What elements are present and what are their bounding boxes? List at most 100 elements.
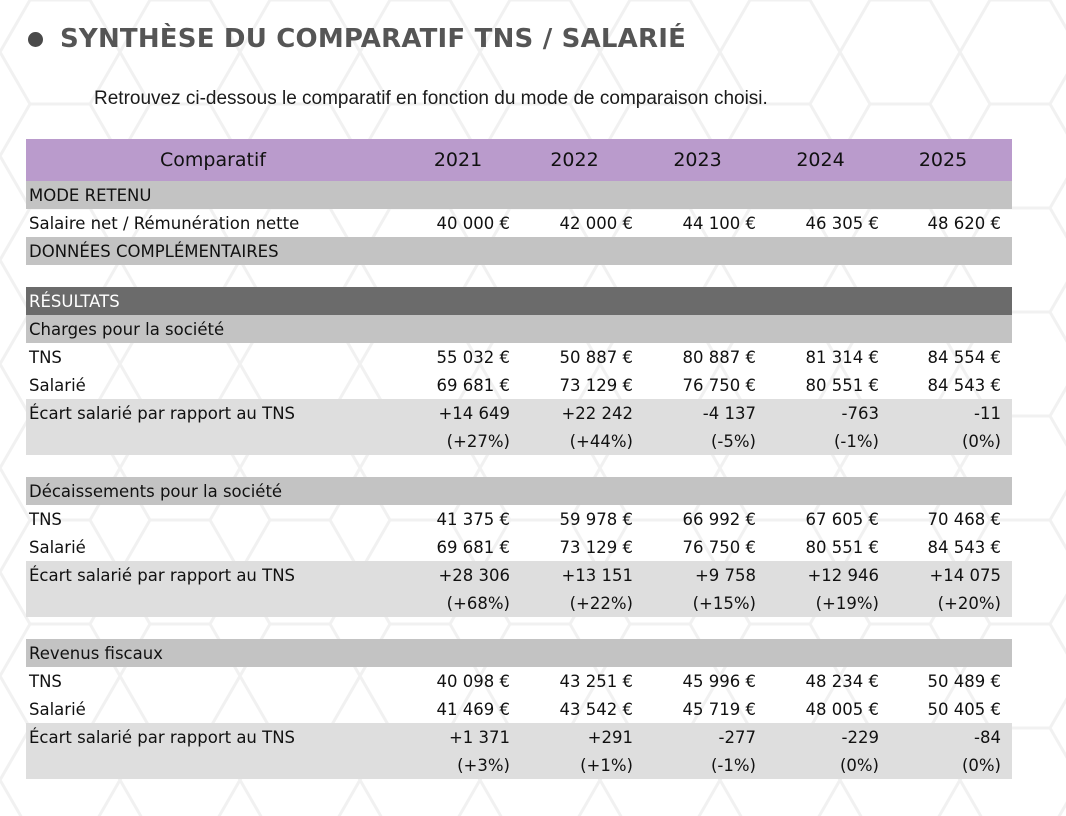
page-subtitle: Retrouvez ci-dessous le comparatif en fo… (94, 88, 768, 109)
cell-value: -84 (974, 727, 1001, 747)
cell-value: +28 306 (438, 565, 510, 585)
section-row-revenus: Revenus fiscaux (26, 639, 1012, 667)
cell-value: 43 251 € (559, 671, 633, 691)
cell-value: 40 000 € (436, 213, 510, 233)
section-label: DONNÉES COMPLÉMENTAIRES (29, 241, 279, 261)
section-label: Charges pour la société (29, 319, 225, 339)
cell-percent: (+44%) (569, 431, 633, 451)
cell-value: 84 554 € (927, 347, 1001, 367)
header-year: 2025 (918, 149, 968, 171)
cell-value: 80 887 € (682, 347, 756, 367)
row-label: Écart salarié par rapport au TNS (29, 403, 296, 423)
cell-value: 84 543 € (927, 537, 1001, 557)
table-row-ecart-pct: (+3%) (+1%) (-1%) (0%) (0%) (26, 751, 1012, 779)
cell-value: +14 075 (929, 565, 1001, 585)
cell-value: 69 681 € (436, 375, 510, 395)
cell-value: +9 758 (694, 565, 756, 585)
cell-value: 45 996 € (682, 671, 756, 691)
table-row-ecart: Écart salarié par rapport au TNS +1 371 … (26, 723, 1012, 751)
cell-value: 84 543 € (927, 375, 1001, 395)
row-label: Écart salarié par rapport au TNS (29, 565, 296, 585)
header-year: 2024 (796, 149, 845, 171)
table-row-tns: TNS 55 032 € 50 887 € 80 887 € 81 314 € … (26, 343, 1012, 371)
table-row-ecart: Écart salarié par rapport au TNS +14 649… (26, 399, 1012, 427)
cell-percent: (-1%) (833, 431, 879, 451)
cell-value: -4 137 (702, 403, 756, 423)
section-label: Revenus fiscaux (29, 643, 163, 663)
cell-value: 73 129 € (559, 537, 633, 557)
title-row: SYNTHÈSE DU COMPARATIF TNS / SALARIÉ (28, 24, 686, 54)
cell-value: 44 100 € (682, 213, 756, 233)
section-label: MODE RETENU (29, 185, 152, 205)
row-label: Salarié (29, 537, 86, 557)
table-row-ecart: Écart salarié par rapport au TNS +28 306… (26, 561, 1012, 589)
cell-value: 80 551 € (805, 537, 879, 557)
spacer (26, 265, 1012, 287)
cell-value: 69 681 € (436, 537, 510, 557)
row-label: Salaire net / Rémunération nette (29, 213, 300, 233)
header-year: 2022 (550, 149, 599, 171)
cell-value: -11 (974, 403, 1001, 423)
table-row-salarie: Salarié 69 681 € 73 129 € 76 750 € 80 55… (26, 533, 1012, 561)
cell-percent: (+19%) (815, 593, 879, 613)
cell-percent: (+22%) (569, 593, 633, 613)
cell-percent: (+20%) (937, 593, 1001, 613)
cell-value: 73 129 € (559, 375, 633, 395)
cell-value: 50 489 € (927, 671, 1001, 691)
cell-percent: (0%) (961, 431, 1001, 451)
cell-value: 81 314 € (805, 347, 879, 367)
spacer (26, 617, 1012, 639)
cell-value: 42 000 € (559, 213, 633, 233)
section-row-resultats: RÉSULTATS (26, 287, 1012, 315)
cell-value: 41 469 € (436, 699, 510, 719)
section-row-mode: MODE RETENU (26, 181, 1012, 209)
page-title: SYNTHÈSE DU COMPARATIF TNS / SALARIÉ (60, 24, 687, 54)
cell-percent: (+27%) (446, 431, 510, 451)
table-header: Comparatif 2021 2022 2023 2024 2025 (26, 139, 1012, 181)
cell-value: 41 375 € (436, 509, 510, 529)
section-row-decaissements: Décaissements pour la société (26, 477, 1012, 505)
cell-value: -763 (841, 403, 879, 423)
table-row-ecart-pct: (+68%) (+22%) (+15%) (+19%) (+20%) (26, 589, 1012, 617)
cell-value: +22 242 (561, 403, 633, 423)
cell-value: -277 (718, 727, 756, 747)
cell-value: 43 542 € (559, 699, 633, 719)
table-row-ecart-pct: (+27%) (+44%) (-5%) (-1%) (0%) (26, 427, 1012, 455)
cell-value: 70 468 € (927, 509, 1001, 529)
cell-percent: (0%) (961, 755, 1001, 775)
cell-percent: (+1%) (580, 755, 633, 775)
section-row-charges: Charges pour la société (26, 315, 1012, 343)
table-row-salarie: Salarié 69 681 € 73 129 € 76 750 € 80 55… (26, 371, 1012, 399)
section-row-donnees: DONNÉES COMPLÉMENTAIRES (26, 237, 1012, 265)
cell-value: 48 005 € (805, 699, 879, 719)
cell-value: -229 (841, 727, 879, 747)
cell-value: 48 234 € (805, 671, 879, 691)
row-label: Salarié (29, 375, 86, 395)
cell-value: +291 (587, 727, 633, 747)
row-label: Salarié (29, 699, 86, 719)
cell-percent: (-5%) (710, 431, 756, 451)
cell-percent: (-1%) (710, 755, 756, 775)
cell-value: +12 946 (807, 565, 879, 585)
cell-value: 50 405 € (927, 699, 1001, 719)
cell-value: 76 750 € (682, 537, 756, 557)
cell-value: 46 305 € (805, 213, 879, 233)
table-row-salaire: Salaire net / Rémunération nette 40 000 … (26, 209, 1012, 237)
row-label: TNS (29, 347, 62, 367)
cell-percent: (+3%) (457, 755, 510, 775)
cell-value: 40 098 € (436, 671, 510, 691)
row-label: Écart salarié par rapport au TNS (29, 727, 296, 747)
cell-value: +14 649 (438, 403, 510, 423)
cell-value: 66 992 € (682, 509, 756, 529)
spacer (26, 455, 1012, 477)
header-year: 2023 (673, 149, 722, 171)
comparison-table: Comparatif 2021 2022 2023 2024 2025 MODE… (26, 139, 1012, 779)
cell-value: +1 371 (448, 727, 510, 747)
row-label: TNS (29, 509, 62, 529)
cell-value: 45 719 € (682, 699, 756, 719)
table-row-salarie: Salarié 41 469 € 43 542 € 45 719 € 48 00… (26, 695, 1012, 723)
cell-value: 67 605 € (805, 509, 879, 529)
table-row-tns: TNS 40 098 € 43 251 € 45 996 € 48 234 € … (26, 667, 1012, 695)
header-year: 2021 (433, 149, 483, 171)
cell-value: 50 887 € (559, 347, 633, 367)
